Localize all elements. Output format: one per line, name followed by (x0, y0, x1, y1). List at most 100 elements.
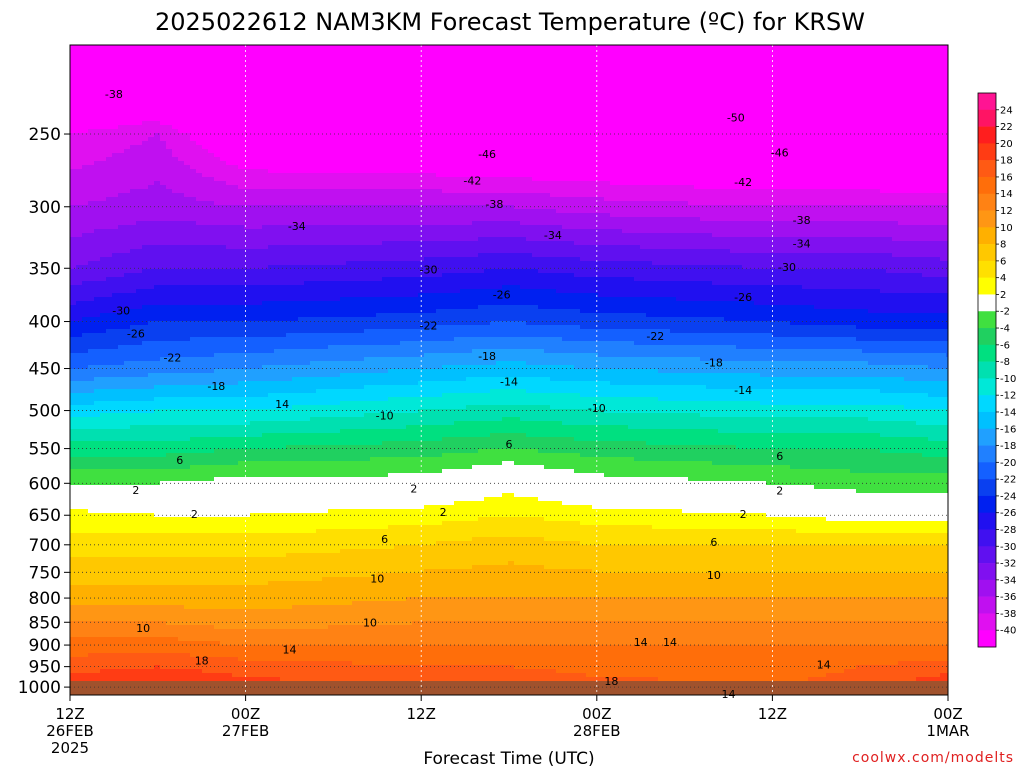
temperature-cell (334, 153, 341, 158)
temperature-cell (790, 81, 797, 86)
temperature-cell (700, 157, 707, 162)
temperature-cell (784, 173, 791, 178)
temperature-cell (238, 109, 245, 114)
temperature-cell (568, 105, 575, 110)
temperature-cell (304, 141, 311, 146)
temperature-cell (454, 129, 461, 134)
temperature-cell (856, 173, 863, 178)
temperature-cell (826, 173, 833, 178)
temperature-cell (514, 145, 521, 150)
temperature-cell (454, 101, 461, 106)
temperature-cell (574, 137, 581, 142)
temperature-cell (142, 157, 149, 162)
temperature-cell (580, 89, 587, 94)
temperature-cell (232, 65, 239, 70)
temperature-cell (598, 97, 605, 102)
temperature-cell (502, 113, 509, 118)
temperature-cell (340, 49, 347, 54)
temperature-cell (280, 73, 287, 78)
temperature-cell (754, 93, 761, 98)
temperature-cell (328, 105, 335, 110)
temperature-cell (76, 81, 83, 86)
temperature-cell (466, 73, 473, 78)
temperature-cell (784, 77, 791, 82)
temperature-cell (802, 73, 809, 78)
temperature-cell (244, 57, 251, 62)
temperature-cell (322, 161, 329, 166)
temperature-cell (778, 89, 785, 94)
temperature-cell (268, 109, 275, 114)
temperature-cell (262, 81, 269, 86)
temperature-cell (790, 57, 797, 62)
temperature-cell (748, 145, 755, 150)
temperature-cell (172, 53, 179, 58)
temperature-cell (496, 153, 503, 158)
temperature-cell (340, 69, 347, 74)
temperature-cell (562, 49, 569, 54)
temperature-cell (496, 125, 503, 130)
temperature-cell (838, 165, 845, 170)
temperature-cell (202, 125, 209, 130)
temperature-cell (508, 61, 515, 66)
temperature-cell (448, 53, 455, 58)
temperature-cell (538, 141, 545, 146)
temperature-cell (388, 133, 395, 138)
temperature-cell (112, 113, 119, 118)
temperature-cell (748, 61, 755, 66)
temperature-cell (574, 161, 581, 166)
temperature-cell (274, 153, 281, 158)
temperature-cell (124, 161, 131, 166)
temperature-cell (358, 45, 365, 50)
temperature-cell (232, 173, 239, 178)
temperature-cell (442, 65, 449, 70)
temperature-cell (310, 177, 317, 182)
temperature-cell (598, 85, 605, 90)
temperature-cell (922, 45, 929, 50)
temperature-cell (328, 45, 335, 50)
temperature-cell (844, 109, 851, 114)
temperature-cell (382, 53, 389, 58)
temperature-cell (916, 85, 923, 90)
temperature-cell (400, 161, 407, 166)
temperature-cell (124, 61, 131, 66)
temperature-cell (928, 113, 935, 118)
temperature-cell (898, 121, 905, 126)
temperature-cell (640, 97, 647, 102)
temperature-cell (934, 105, 941, 110)
temperature-cell (712, 65, 719, 70)
temperature-cell (484, 73, 491, 78)
temperature-cell (382, 153, 389, 158)
temperature-cell (820, 101, 827, 106)
temperature-cell (718, 129, 725, 134)
temperature-cell (736, 153, 743, 158)
temperature-cell (700, 161, 707, 166)
temperature-cell (904, 69, 911, 74)
temperature-cell (928, 73, 935, 78)
temperature-cell (556, 165, 563, 170)
temperature-cell (514, 161, 521, 166)
temperature-cell (586, 121, 593, 126)
temperature-cell (424, 45, 431, 50)
temperature-cell (940, 165, 947, 170)
temperature-cell (880, 145, 887, 150)
temperature-cell (538, 173, 545, 178)
temperature-cell (196, 177, 203, 182)
temperature-cell (358, 165, 365, 170)
temperature-cell (454, 97, 461, 102)
temperature-cell (784, 113, 791, 118)
temperature-cell (478, 165, 485, 170)
temperature-cell (538, 77, 545, 82)
temperature-cell (388, 45, 395, 50)
temperature-cell (400, 129, 407, 134)
temperature-cell (412, 45, 419, 50)
temperature-cell (796, 89, 803, 94)
temperature-cell (928, 161, 935, 166)
temperature-cell (460, 61, 467, 66)
temperature-cell (532, 57, 539, 62)
temperature-cell (772, 49, 779, 54)
temperature-cell (760, 61, 767, 66)
temperature-cell (172, 173, 179, 178)
temperature-cell (814, 125, 821, 130)
temperature-cell (706, 165, 713, 170)
temperature-cell (274, 121, 281, 126)
